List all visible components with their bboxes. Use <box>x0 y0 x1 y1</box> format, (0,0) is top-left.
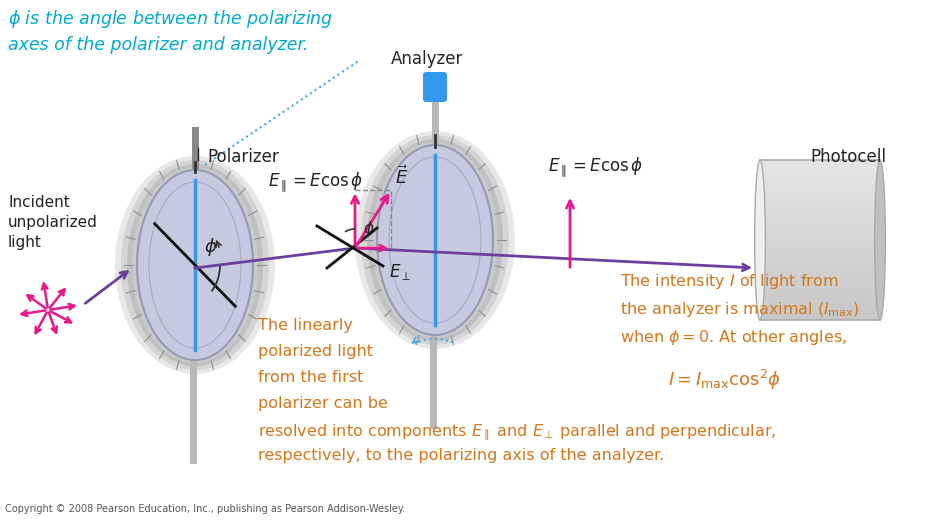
FancyBboxPatch shape <box>760 160 880 320</box>
FancyBboxPatch shape <box>760 160 880 168</box>
Text: $E_{\perp}$: $E_{\perp}$ <box>389 262 412 282</box>
FancyBboxPatch shape <box>760 176 880 184</box>
Text: Analyzer: Analyzer <box>391 50 464 68</box>
FancyBboxPatch shape <box>760 224 880 232</box>
Text: $I = I_{\rm max}\cos^2\!\phi$: $I = I_{\rm max}\cos^2\!\phi$ <box>668 368 781 392</box>
Ellipse shape <box>367 139 503 341</box>
Ellipse shape <box>121 160 269 370</box>
Text: resolved into components $E_{\parallel}$ and $E_{\perp}$ parallel and perpendicu: resolved into components $E_{\parallel}$… <box>258 422 776 442</box>
Ellipse shape <box>127 164 263 366</box>
FancyBboxPatch shape <box>423 72 447 102</box>
Text: from the first: from the first <box>258 370 363 385</box>
FancyBboxPatch shape <box>760 192 880 200</box>
Text: Incident
unpolarized
light: Incident unpolarized light <box>8 195 98 250</box>
Text: the analyzer is maximal ($I_{\rm max}$): the analyzer is maximal ($I_{\rm max}$) <box>620 300 859 319</box>
Text: $\vec{E}$: $\vec{E}$ <box>395 166 409 188</box>
Text: The intensity $I$ of light from: The intensity $I$ of light from <box>620 272 839 291</box>
Text: $E_{\parallel} = E\cos\phi$: $E_{\parallel} = E\cos\phi$ <box>548 155 643 179</box>
Text: polarized light: polarized light <box>258 344 373 359</box>
Text: $\phi$: $\phi$ <box>204 236 218 258</box>
Text: when $\phi = 0$. At other angles,: when $\phi = 0$. At other angles, <box>620 328 847 347</box>
FancyBboxPatch shape <box>760 272 880 280</box>
FancyBboxPatch shape <box>760 312 880 320</box>
Text: $\phi$: $\phi$ <box>363 218 374 238</box>
Ellipse shape <box>377 145 493 335</box>
FancyBboxPatch shape <box>760 240 880 248</box>
FancyBboxPatch shape <box>760 288 880 296</box>
Text: The linearly: The linearly <box>258 318 353 333</box>
FancyBboxPatch shape <box>760 280 880 288</box>
Ellipse shape <box>874 160 885 320</box>
Ellipse shape <box>361 135 509 345</box>
Ellipse shape <box>372 142 498 338</box>
Ellipse shape <box>137 170 253 360</box>
FancyBboxPatch shape <box>760 256 880 264</box>
Ellipse shape <box>132 167 258 363</box>
FancyBboxPatch shape <box>760 232 880 240</box>
FancyBboxPatch shape <box>760 208 880 216</box>
Text: Polarizer: Polarizer <box>207 148 278 166</box>
Text: Photocell: Photocell <box>810 148 886 166</box>
Ellipse shape <box>115 156 275 374</box>
FancyBboxPatch shape <box>760 304 880 312</box>
Text: $\phi$ is the angle between the polarizing
axes of the polarizer and analyzer.: $\phi$ is the angle between the polarizi… <box>8 8 333 54</box>
FancyBboxPatch shape <box>760 168 880 176</box>
Ellipse shape <box>755 160 765 320</box>
FancyBboxPatch shape <box>760 296 880 304</box>
FancyBboxPatch shape <box>760 184 880 192</box>
FancyBboxPatch shape <box>760 216 880 224</box>
FancyBboxPatch shape <box>760 200 880 208</box>
FancyBboxPatch shape <box>760 264 880 272</box>
Ellipse shape <box>355 131 515 349</box>
Text: $E_{\parallel} = E\cos\phi$: $E_{\parallel} = E\cos\phi$ <box>268 170 363 194</box>
FancyBboxPatch shape <box>760 248 880 256</box>
Text: Copyright © 2008 Pearson Education, Inc., publishing as Pearson Addison-Wesley.: Copyright © 2008 Pearson Education, Inc.… <box>5 504 405 514</box>
Text: polarizer can be: polarizer can be <box>258 396 388 411</box>
Text: respectively, to the polarizing axis of the analyzer.: respectively, to the polarizing axis of … <box>258 448 665 463</box>
